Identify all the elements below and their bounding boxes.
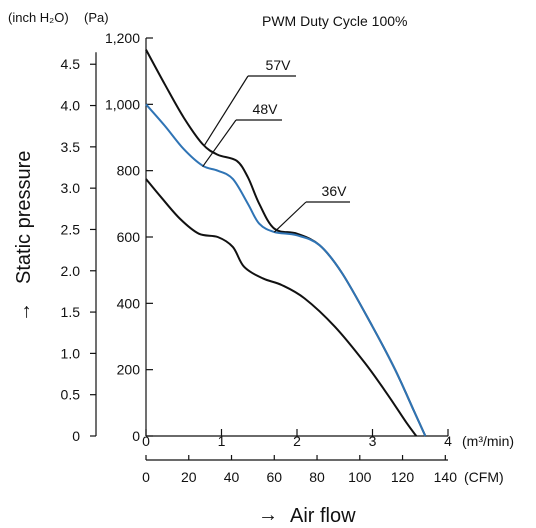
- chart-labels: PWM Duty Cycle 100% (inch H₂O) (Pa) (m³/…: [8, 10, 514, 527]
- y-tick-label: 800: [117, 163, 141, 179]
- y-tick-label: 1,000: [105, 96, 140, 112]
- series-label-48v: 48V: [253, 101, 279, 117]
- x-unit-secondary-label: (CFM): [464, 469, 504, 485]
- x-tick-label: 3: [369, 433, 377, 449]
- series-label-57v: 57V: [266, 57, 292, 73]
- y-axis-arrow: →: [13, 302, 35, 322]
- y-tick-label: 1,200: [105, 30, 140, 46]
- x-secondary-tick-label: 60: [266, 469, 282, 485]
- annotations: 57V 48V 36V: [202, 57, 350, 233]
- x-unit-label: (m³/min): [462, 433, 514, 449]
- x-secondary-tick-label: 40: [224, 469, 240, 485]
- x-tick-label: 4: [444, 433, 452, 449]
- y-secondary-tick-label: 4.0: [61, 98, 81, 114]
- annotation-leader: [203, 75, 249, 147]
- series-label-36v: 36V: [322, 183, 348, 199]
- y-unit-secondary-label: (inch H₂O): [8, 10, 69, 25]
- y-secondary-tick-label: 1.0: [61, 345, 81, 361]
- series-line-48v: [145, 103, 427, 437]
- series-line-36v: [145, 178, 418, 437]
- y-secondary-tick-label: 2.5: [61, 221, 81, 237]
- series-lines: [145, 49, 427, 437]
- x-tick-label: 0: [142, 433, 150, 449]
- y-unit-label: (Pa): [84, 10, 109, 25]
- axes: 02004006008001,0001,20000.51.01.52.02.53…: [61, 30, 458, 485]
- y-secondary-tick-label: 0.5: [61, 387, 81, 403]
- x-secondary-tick-label: 100: [348, 469, 372, 485]
- chart-title: PWM Duty Cycle 100%: [262, 13, 407, 29]
- annotation-leader: [202, 119, 237, 168]
- y-tick-label: 600: [117, 229, 141, 245]
- y-secondary-tick-label: 3.5: [61, 139, 81, 155]
- x-secondary-tick-label: 120: [391, 469, 415, 485]
- y-secondary-tick-label: 2.0: [61, 263, 81, 279]
- y-secondary-tick-label: 0: [72, 428, 80, 444]
- x-axis-title: Air flow: [290, 505, 356, 527]
- y-axis-title: Static pressure: [13, 151, 35, 284]
- x-tick-label: 2: [293, 433, 301, 449]
- x-secondary-tick-label: 140: [434, 469, 458, 485]
- y-secondary-tick-label: 3.0: [61, 180, 81, 196]
- x-axis-arrow: →: [258, 504, 278, 526]
- x-secondary-tick-label: 80: [309, 469, 325, 485]
- x-secondary-tick-label: 20: [181, 469, 197, 485]
- y-tick-label: 0: [132, 428, 140, 444]
- series-line-57v: [145, 49, 427, 437]
- x-tick-label: 1: [218, 433, 226, 449]
- y-tick-label: 200: [117, 362, 141, 378]
- y-secondary-tick-label: 4.5: [61, 56, 81, 72]
- y-secondary-tick-label: 1.5: [61, 304, 81, 320]
- x-secondary-tick-label: 0: [142, 469, 150, 485]
- annotation-leader: [273, 201, 307, 233]
- y-tick-label: 400: [117, 295, 141, 311]
